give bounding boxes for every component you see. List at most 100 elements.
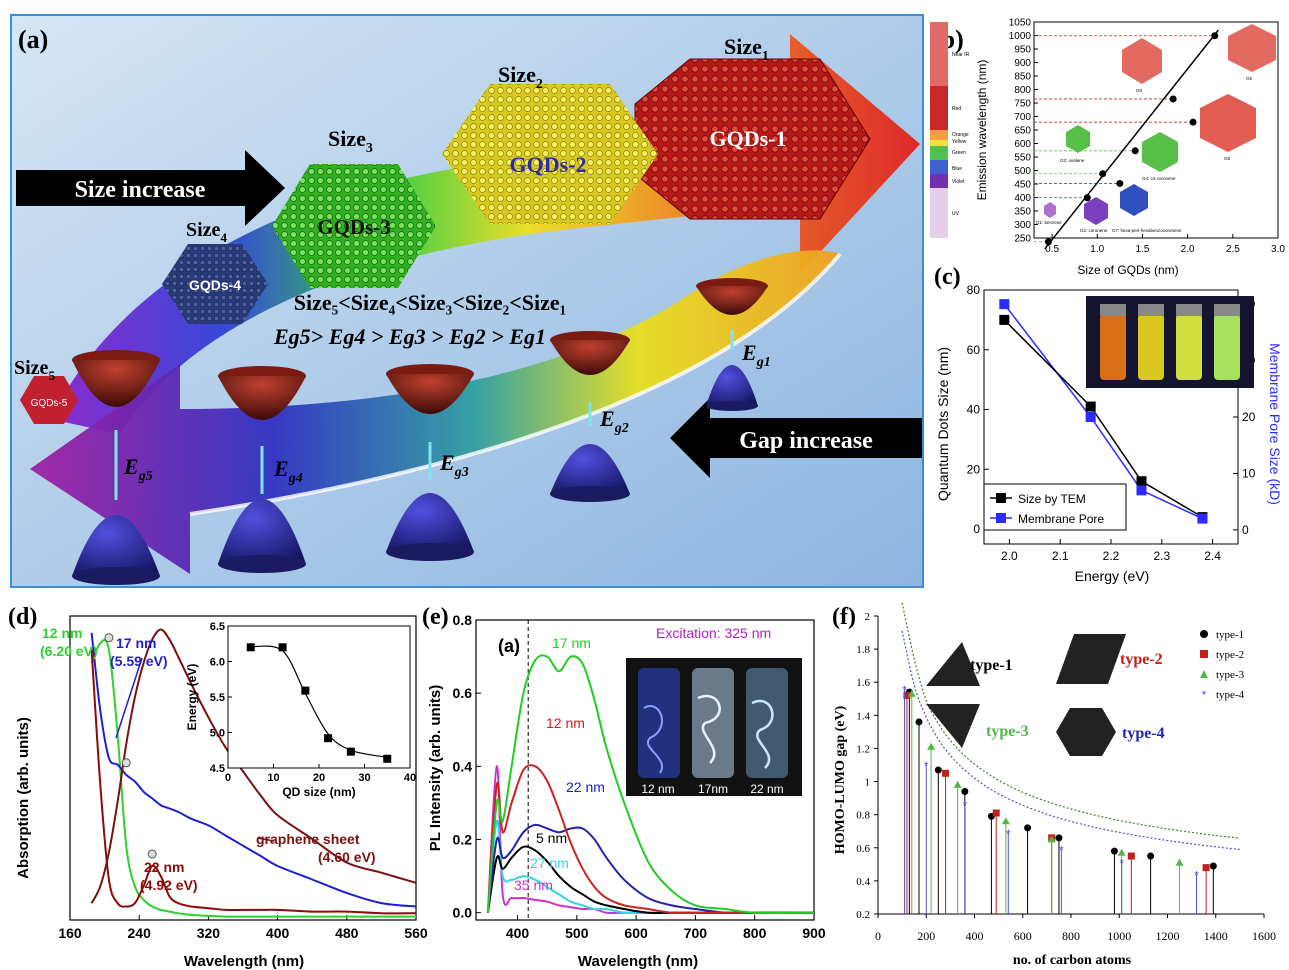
panel-d-xtick-label: 240 bbox=[128, 925, 152, 941]
type2-rhombus-icon bbox=[1056, 634, 1126, 684]
energy-inequality: Eg5> Eg4 > Eg3 > Eg2 > Eg1 bbox=[273, 324, 546, 349]
eg5-label: Eg5 bbox=[123, 454, 153, 484]
panel-b-point bbox=[1169, 95, 1177, 103]
panel-f-legend: type-1 type-2 type-3 * type-4 bbox=[1200, 629, 1245, 702]
panel-b-points bbox=[1034, 29, 1219, 250]
panel-e-ytick-label: 0.4 bbox=[453, 758, 473, 774]
panel-d-frame bbox=[69, 615, 417, 921]
point-type-2 bbox=[992, 809, 1000, 817]
band-violet: Violet bbox=[952, 179, 965, 185]
panel-e-xtick-label: 400 bbox=[506, 925, 530, 941]
point-type-3 bbox=[953, 780, 962, 788]
peak-marker bbox=[121, 758, 131, 768]
panel-e: (e) (a) Excitation: 325 nm 400 500 600 700 8… bbox=[420, 598, 832, 970]
inset-ylabel: Energy (eV) bbox=[185, 664, 199, 731]
panel-e-ytick-label: 0.6 bbox=[453, 685, 473, 701]
panel-d-xtick-label: 160 bbox=[58, 925, 82, 941]
curve-22nm bbox=[90, 649, 417, 915]
panel-a-illustration: Size increase Gap increase GQDs-1 GQDs-2… bbox=[10, 14, 924, 588]
g2-molecule-icon bbox=[1084, 197, 1108, 225]
panel-c-chart: (c) 0204060800102030402.02.12.22.32.4 Si… bbox=[934, 264, 1283, 584]
panel-b-ytick-label: 550 bbox=[1014, 153, 1031, 164]
inset-xtick-label: 40 bbox=[404, 772, 416, 784]
legend-type3: type-3 bbox=[1216, 669, 1245, 681]
band-red: Red bbox=[952, 106, 961, 112]
panel-b-point bbox=[1083, 194, 1091, 202]
eg2-label: Eg2 bbox=[599, 406, 629, 436]
panel-b-ytick-label: 300 bbox=[1014, 220, 1031, 231]
legend-type4: type-4 bbox=[1216, 689, 1245, 701]
panel-b-xlabel: Size of GQDs (nm) bbox=[1077, 263, 1178, 277]
size-increase-label: Size increase bbox=[75, 177, 206, 203]
curve-label-35: 35 nm bbox=[514, 877, 553, 893]
band-yellow: Yellow bbox=[952, 139, 967, 145]
point-type-3 bbox=[1001, 817, 1010, 825]
tem-point bbox=[1085, 401, 1096, 412]
gqd1-hexagon bbox=[634, 58, 871, 220]
size-inequality: Size₅<Size₄<Size₃<Size₂<Size₁ bbox=[294, 290, 567, 315]
panel-f-ytick-label: 2 bbox=[865, 611, 871, 623]
photo-label-22: 22 nm bbox=[750, 782, 783, 796]
point-type-2 bbox=[1127, 852, 1135, 860]
pore-point bbox=[1136, 485, 1147, 496]
point-type-1 bbox=[1147, 852, 1155, 860]
panel-c-label: (c) bbox=[934, 264, 961, 290]
panel-f-ylabel: HOMO-LUMO gap (eV) bbox=[833, 705, 848, 854]
panel-c: (c) 0204060800102030402.02.12.22.32.4 Si… bbox=[928, 258, 1286, 588]
panel-f-ytick-label: 1.8 bbox=[856, 644, 870, 656]
panel-a: Size increase Gap increase GQDs-1 GQDs-2… bbox=[10, 14, 924, 588]
band-near-ir: Near IR bbox=[952, 52, 970, 58]
type3-triangle-icon bbox=[926, 704, 980, 748]
g3-molecule-icon bbox=[1066, 125, 1090, 153]
point-type-3 bbox=[1047, 835, 1056, 843]
panel-e-frame bbox=[475, 619, 815, 921]
ann-22nm: 22 nm bbox=[144, 859, 184, 875]
legend-tem: Size by TEM bbox=[1018, 492, 1086, 506]
peak-marker bbox=[104, 633, 114, 643]
panel-d-axes: 160 240 320 400 480 560 bbox=[58, 615, 428, 941]
panel-b-point bbox=[1044, 238, 1052, 246]
panel-f-chart: (f) 0 200 400 600 800 1000 1200 1400 16000.20.40… bbox=[832, 602, 1276, 968]
gqd2-label: GQDs-2 bbox=[510, 152, 587, 177]
panel-f-ytick-label: 1 bbox=[865, 777, 871, 789]
curve-17nm bbox=[90, 632, 417, 908]
size-arc-arrow bbox=[50, 34, 920, 434]
panel-b-ytick-label: 1050 bbox=[1009, 18, 1032, 29]
gqd2-hexagon bbox=[442, 84, 658, 224]
panel-e-xtick-label: 500 bbox=[565, 925, 589, 941]
ann-17nm-energy: (5.59 eV) bbox=[110, 653, 168, 669]
panel-b-ytick-label: 850 bbox=[1014, 72, 1031, 83]
panel-b-axes: 250 300 350 400 450 500 550 600 650 700 750 800 850 9… bbox=[1009, 18, 1286, 256]
panel-e-ytick-label: 0.0 bbox=[453, 905, 473, 921]
inset-point bbox=[383, 754, 392, 763]
panel-b-ytick-label: 750 bbox=[1014, 99, 1031, 110]
pl-photo: 12 nm 17nm 22 nm bbox=[626, 658, 802, 796]
panel-c-ylabel-right: Membrane Pore Size (kD) bbox=[1267, 343, 1283, 505]
panel-f-ytick-label: 0.4 bbox=[856, 876, 870, 888]
point-type-4: * bbox=[1119, 857, 1124, 871]
point-type-2 bbox=[1202, 864, 1210, 872]
panel-b-fit-line bbox=[1044, 29, 1219, 250]
vial-photo bbox=[1086, 296, 1254, 388]
point-type-1 bbox=[934, 766, 942, 774]
panel-b-point bbox=[1189, 118, 1197, 126]
emission-band-bar bbox=[930, 22, 948, 238]
panel-b-ytick-label: 700 bbox=[1014, 112, 1031, 123]
inset-xlabel: QD size (nm) bbox=[282, 785, 355, 799]
panel-d-xtick-label: 400 bbox=[266, 925, 290, 941]
panel-b-ytick-label: 900 bbox=[1014, 58, 1031, 69]
ann-graphene-sheet: graphene sheet bbox=[256, 831, 360, 847]
panel-f-xtick-label: 400 bbox=[966, 929, 984, 943]
inset-ytick-label: 4.5 bbox=[210, 763, 225, 775]
panel-d-xlabel: Wavelength (nm) bbox=[184, 953, 304, 970]
panel-f-ytick-label: 0.6 bbox=[856, 843, 870, 855]
panel-f-xtick-label: 800 bbox=[1062, 929, 1080, 943]
panel-b-ytick-label: 350 bbox=[1014, 207, 1031, 218]
panel-f-xtick-label: 200 bbox=[917, 929, 935, 943]
photo-label-17: 17nm bbox=[698, 782, 728, 796]
panel-e-xlabel: Wavelength (nm) bbox=[578, 953, 698, 970]
panel-c-ytick-right-label: 10 bbox=[1242, 466, 1256, 480]
tem-line bbox=[1003, 319, 1203, 518]
point-type-1 bbox=[1024, 824, 1032, 832]
pore-point bbox=[1197, 513, 1208, 524]
